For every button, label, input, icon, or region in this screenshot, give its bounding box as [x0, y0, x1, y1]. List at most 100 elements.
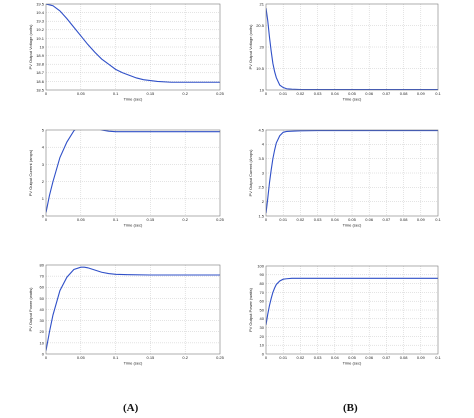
y-tick-label: 0 [42, 213, 45, 218]
x-tick-label: 0.05 [348, 217, 357, 222]
y-tick-label: 20.5 [256, 23, 265, 28]
x-tick-label: 0.1 [113, 355, 119, 360]
y-tick-label: 18.9 [36, 53, 45, 58]
x-tick-label: 0.25 [216, 91, 225, 96]
y-tick-label: 10 [260, 343, 265, 348]
x-tick-label: 0.08 [400, 355, 409, 360]
x-tick-label: 0.05 [348, 91, 357, 96]
x-tick-label: 0.15 [147, 217, 156, 222]
plot-frame [265, 3, 439, 91]
y-tick-label: 80 [260, 281, 265, 286]
y-tick-label: 20 [260, 334, 265, 339]
y-tick-label: 2.5 [258, 185, 264, 190]
y-tick-label: 3 [42, 162, 45, 167]
y-tick-label: 19.5 [256, 66, 265, 71]
y-tick-label: 19.3 [36, 19, 45, 24]
chart-b1: 0 0.01 0.02 0.03 0.04 0.05 0.06 0.07 0.08 0.09 0.1… [248, 1, 442, 101]
x-tick-label: 0.05 [77, 91, 86, 96]
y-tick-label: 3 [262, 170, 265, 175]
y-tick-label: 4 [42, 145, 45, 150]
series-line [266, 277, 438, 326]
x-tick-label: 0.03 [314, 91, 323, 96]
y-axis-label: PV Output Voltage (volts) [248, 24, 253, 70]
series-line [46, 130, 220, 213]
y-axis-label: PV Output Voltage (volts) [28, 24, 33, 70]
x-tick-label: 0.1 [435, 217, 441, 222]
x-tick-label: 0.02 [297, 217, 306, 222]
x-tick-label: 0.04 [331, 91, 340, 96]
x-tick-label: 0.25 [216, 355, 225, 360]
chart-a2: 0 0.05 0.1 0.15 0.2 0.25 5 4 3 2 1 0 Time (sec) PV Ou… [28, 127, 225, 228]
x-axis-label: Time (sec) [124, 223, 143, 228]
x-tick-label: 0.05 [77, 217, 86, 222]
y-tick-label: 60 [260, 299, 265, 304]
x-tick-label: 0.1 [113, 91, 119, 96]
series-line [46, 4, 220, 83]
y-tick-label: 100 [257, 263, 264, 268]
y-tick-label: 10 [40, 340, 45, 345]
y-tick-label: 50 [260, 307, 265, 312]
x-tick-label: 0.04 [331, 217, 340, 222]
x-tick-label: 0.2 [182, 91, 188, 96]
y-tick-label: 80 [40, 262, 45, 267]
x-tick-label: 0.07 [383, 91, 392, 96]
series-line [46, 266, 220, 351]
x-tick-label: 0.02 [297, 91, 306, 96]
x-tick-label: 0.01 [279, 91, 288, 96]
y-tick-label: 40 [40, 307, 45, 312]
x-axis-label: Time (sec) [124, 361, 143, 366]
x-tick-label: 0 [265, 91, 268, 96]
y-tick-label: 40 [260, 316, 265, 321]
y-tick-label: 18.7 [36, 70, 45, 75]
x-tick-label: 0.07 [383, 355, 392, 360]
y-tick-label: 70 [40, 274, 45, 279]
y-tick-label: 4.5 [258, 127, 264, 132]
y-tick-label: 1.5 [258, 213, 264, 218]
y-tick-label: 19.2 [36, 27, 45, 32]
y-tick-label: 0 [262, 351, 265, 356]
x-tick-label: 0.06 [365, 91, 374, 96]
x-tick-label: 0.1 [113, 217, 119, 222]
y-axis-label: PV Output Power (watts) [248, 287, 253, 332]
panel-label-b: (B) [343, 402, 358, 414]
x-axis-label: Time (sec) [343, 361, 362, 366]
x-tick-label: 0.01 [279, 217, 288, 222]
y-tick-label: 0 [42, 351, 45, 356]
y-tick-label: 5 [42, 127, 45, 132]
y-tick-label: 30 [40, 318, 45, 323]
x-tick-label: 0.08 [400, 91, 409, 96]
x-tick-label: 0.03 [314, 355, 323, 360]
chart-b2: 0 0.01 0.02 0.03 0.04 0.05 0.06 0.07 0.08 0.09 0.1… [248, 127, 442, 227]
series-line [266, 130, 438, 214]
y-tick-label: 21 [260, 1, 265, 6]
x-tick-label: 0.2 [182, 217, 188, 222]
x-tick-label: 0.25 [216, 217, 225, 222]
x-tick-label: 0.08 [400, 217, 409, 222]
x-tick-label: 0.07 [383, 217, 392, 222]
y-tick-label: 2 [262, 199, 265, 204]
x-tick-label: 0.09 [417, 217, 426, 222]
y-tick-label: 20 [40, 329, 45, 334]
x-tick-label: 0.02 [297, 355, 306, 360]
x-tick-label: 0.01 [279, 355, 288, 360]
series-line [266, 8, 438, 90]
y-tick-label: 50 [40, 296, 45, 301]
x-tick-label: 0 [45, 355, 48, 360]
y-tick-label: 19 [40, 44, 45, 49]
y-tick-label: 19.4 [36, 10, 45, 15]
y-axis-label: PV Output Current (Amps) [248, 149, 253, 197]
x-tick-label: 0.04 [331, 355, 340, 360]
y-tick-label: 19 [260, 87, 265, 92]
y-tick-label: 30 [260, 325, 265, 330]
y-tick-label: 18.6 [36, 79, 45, 84]
y-tick-label: 1 [42, 196, 45, 201]
x-tick-label: 0.06 [365, 217, 374, 222]
y-tick-label: 20 [260, 44, 265, 49]
y-tick-label: 70 [260, 290, 265, 295]
x-tick-label: 0.2 [182, 355, 188, 360]
x-tick-label: 0.06 [365, 355, 374, 360]
plot-frame [45, 129, 221, 217]
x-tick-label: 0.09 [417, 355, 426, 360]
x-tick-label: 0 [265, 217, 268, 222]
chart-a1: 0 0.05 0.1 0.15 0.2 0.25 19.5 19.4 19.3 19.2 19.1 1… [28, 1, 225, 101]
